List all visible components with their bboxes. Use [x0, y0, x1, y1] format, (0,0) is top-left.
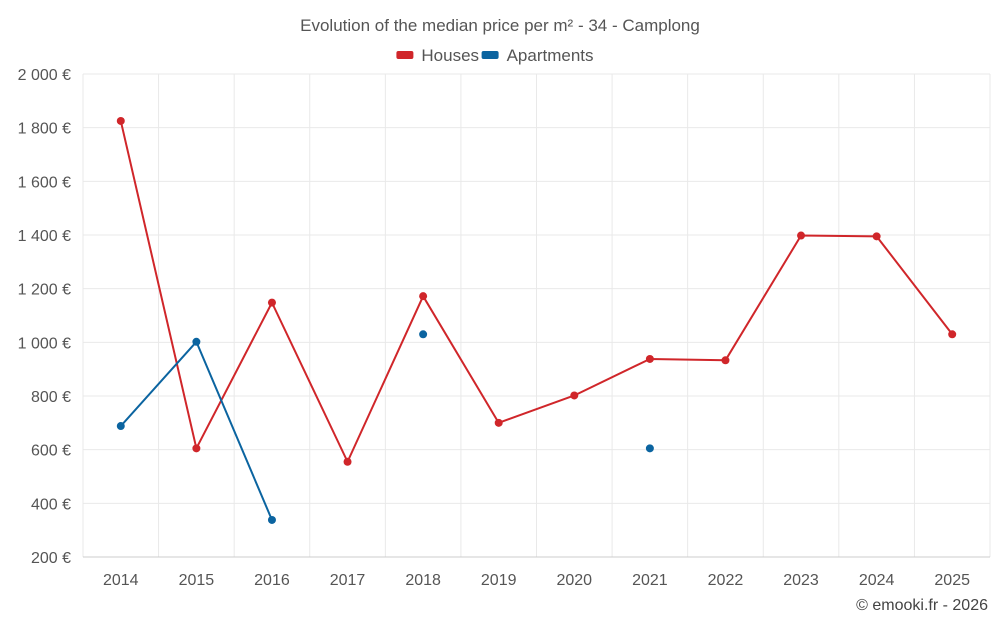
series-line — [120, 340, 273, 521]
series-layer — [116, 116, 957, 524]
x-tick-label: 2019 — [481, 572, 517, 589]
x-tick-label: 2023 — [783, 572, 819, 589]
data-point[interactable] — [419, 292, 428, 301]
data-point[interactable] — [645, 354, 654, 363]
y-tick-label: 1 600 € — [18, 174, 71, 191]
x-tick-label: 2015 — [179, 572, 215, 589]
data-point[interactable] — [192, 444, 201, 453]
y-tick-label: 600 € — [31, 443, 71, 460]
data-point[interactable] — [267, 515, 276, 524]
legend-swatch — [396, 51, 414, 59]
data-point[interactable] — [343, 457, 352, 466]
data-point[interactable] — [948, 330, 957, 339]
data-point[interactable] — [872, 232, 881, 241]
chart-title: Evolution of the median price per m² - 3… — [300, 16, 700, 35]
data-point[interactable] — [645, 444, 654, 453]
y-tick-label: 2 000 € — [18, 67, 71, 84]
legend-label: Apartments — [507, 46, 594, 65]
x-gridlines — [82, 74, 991, 557]
data-point[interactable] — [116, 116, 125, 125]
y-tick-label: 1 200 € — [18, 282, 71, 299]
x-tick-label: 2022 — [708, 572, 744, 589]
data-point[interactable] — [116, 422, 125, 431]
series-line — [119, 120, 953, 463]
y-tick-label: 200 € — [31, 550, 71, 567]
data-point[interactable] — [494, 418, 503, 427]
data-point[interactable] — [797, 231, 806, 240]
data-point[interactable] — [570, 391, 579, 400]
legend-item-apartments[interactable]: Apartments — [481, 46, 594, 65]
series-apartments — [116, 330, 654, 524]
x-tick-label: 2014 — [103, 572, 139, 589]
legend-label: Houses — [421, 46, 479, 65]
data-point[interactable] — [419, 330, 428, 339]
y-tick-label: 1 800 € — [18, 121, 71, 138]
data-point[interactable] — [192, 337, 201, 346]
data-point[interactable] — [267, 298, 276, 307]
x-tick-label: 2025 — [934, 572, 970, 589]
credit-text: © emooki.fr - 2026 — [856, 597, 988, 614]
x-tick-label: 2020 — [556, 572, 592, 589]
y-tick-label: 800 € — [31, 389, 71, 406]
y-axis-labels: 200 € 400 € 600 € 800 € 1 000 € 1 200 € 1 400 … — [18, 67, 71, 567]
y-tick-label: 1 400 € — [18, 228, 71, 245]
x-tick-label: 2024 — [859, 572, 895, 589]
x-axis-labels: 2014 2015 2016 2017 2018 2019 2020 2021 2022 2023… — [103, 572, 970, 589]
x-tick-label: 2018 — [405, 572, 441, 589]
series-houses — [116, 116, 957, 466]
legend-item-houses[interactable]: Houses — [396, 46, 479, 65]
data-point[interactable] — [721, 356, 730, 365]
legend[interactable]: Houses Apartments — [396, 46, 594, 65]
y-tick-label: 1 000 € — [18, 335, 71, 352]
y-tick-label: 400 € — [31, 496, 71, 513]
legend-swatch — [481, 51, 499, 59]
x-tick-label: 2017 — [330, 572, 366, 589]
x-tick-label: 2016 — [254, 572, 290, 589]
x-tick-label: 2021 — [632, 572, 668, 589]
